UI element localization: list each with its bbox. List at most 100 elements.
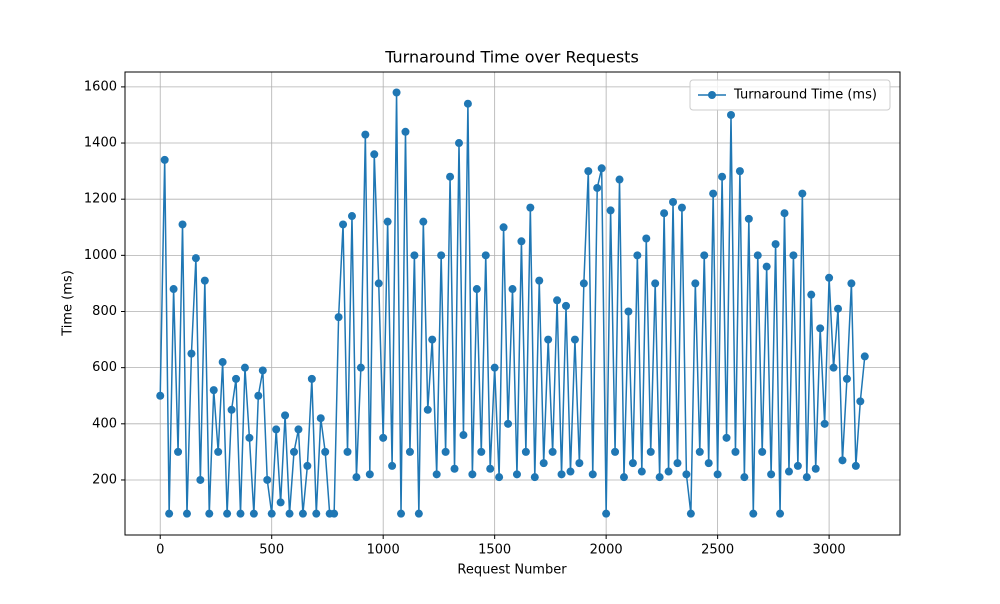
data-point: [713, 470, 722, 479]
data-point: [463, 99, 472, 108]
data-point: [227, 405, 236, 414]
data-point: [156, 391, 165, 400]
data-point: [655, 473, 664, 482]
data-point: [633, 251, 642, 260]
data-point: [419, 217, 428, 226]
y-tick-label: 800: [92, 304, 117, 319]
axes-frame: [124, 71, 901, 536]
data-point: [441, 447, 450, 456]
data-point: [691, 279, 700, 288]
x-tick-label: 3000: [813, 543, 846, 558]
data-point: [548, 447, 557, 456]
x-tick-label: 1500: [478, 543, 511, 558]
data-point: [624, 307, 633, 316]
data-point: [205, 509, 214, 518]
data-point: [731, 447, 740, 456]
data-point: [838, 456, 847, 465]
data-point: [744, 214, 753, 223]
x-tick-label: 1000: [367, 543, 400, 558]
data-point: [450, 464, 459, 473]
data-point: [316, 414, 325, 423]
data-point: [472, 285, 481, 294]
data-point: [196, 475, 205, 484]
data-point: [281, 411, 290, 420]
data-point: [611, 447, 620, 456]
data-point: [553, 296, 562, 305]
data-point: [276, 498, 285, 507]
y-tick-label: 1000: [84, 248, 117, 263]
data-point: [508, 285, 517, 294]
data-point: [579, 279, 588, 288]
data-point: [646, 447, 655, 456]
data-point: [401, 127, 410, 136]
data-point: [802, 473, 811, 482]
data-point: [793, 461, 802, 470]
data-point: [735, 167, 744, 176]
data-point: [820, 419, 829, 428]
data-point: [784, 467, 793, 476]
data-point: [254, 391, 263, 400]
data-point: [628, 459, 637, 468]
data-point: [169, 285, 178, 294]
data-point: [209, 386, 218, 395]
data-point: [816, 324, 825, 333]
data-point: [709, 189, 718, 198]
data-point: [562, 301, 571, 310]
legend: Turnaround Time (ms): [689, 79, 891, 111]
data-point: [397, 509, 406, 518]
data-point: [722, 433, 731, 442]
data-point: [414, 509, 423, 518]
data-point: [330, 509, 339, 518]
x-tick-label: 2000: [590, 543, 623, 558]
data-point: [851, 461, 860, 470]
data-point: [365, 470, 374, 479]
data-point: [303, 461, 312, 470]
data-point: [860, 352, 869, 361]
data-point: [307, 374, 316, 383]
data-point: [842, 374, 851, 383]
data-point: [526, 203, 535, 212]
data-point: [544, 335, 553, 344]
data-point: [825, 273, 834, 282]
data-point: [405, 447, 414, 456]
data-point: [245, 433, 254, 442]
data-point: [392, 88, 401, 97]
data-point: [454, 139, 463, 148]
data-point: [477, 447, 486, 456]
data-point: [191, 254, 200, 263]
data-point: [223, 509, 232, 518]
data-point: [566, 467, 575, 476]
data-point: [361, 130, 370, 139]
data-point: [267, 509, 276, 518]
data-point: [468, 470, 477, 479]
data-point: [249, 509, 258, 518]
data-point: [686, 509, 695, 518]
data-point: [218, 358, 227, 367]
data-point: [695, 447, 704, 456]
data-point: [312, 509, 321, 518]
data-point: [557, 470, 566, 479]
data-point: [642, 234, 651, 243]
legend-marker: [708, 91, 716, 99]
data-point: [379, 433, 388, 442]
data-point: [258, 366, 267, 375]
data-point: [767, 470, 776, 479]
data-point: [637, 467, 646, 476]
data-point: [200, 276, 209, 285]
data-point: [486, 464, 495, 473]
data-point: [539, 459, 548, 468]
data-point: [829, 363, 838, 372]
data-point: [334, 313, 343, 322]
data-point: [517, 237, 526, 246]
y-tick-label: 1600: [84, 79, 117, 94]
data-point: [588, 470, 597, 479]
data-point: [749, 509, 758, 518]
data-point: [700, 251, 709, 260]
data-point: [512, 470, 521, 479]
data-point: [495, 473, 504, 482]
data-point: [776, 509, 785, 518]
data-point: [236, 509, 245, 518]
data-point: [298, 509, 307, 518]
data-point: [347, 212, 356, 221]
data-point: [664, 467, 673, 476]
